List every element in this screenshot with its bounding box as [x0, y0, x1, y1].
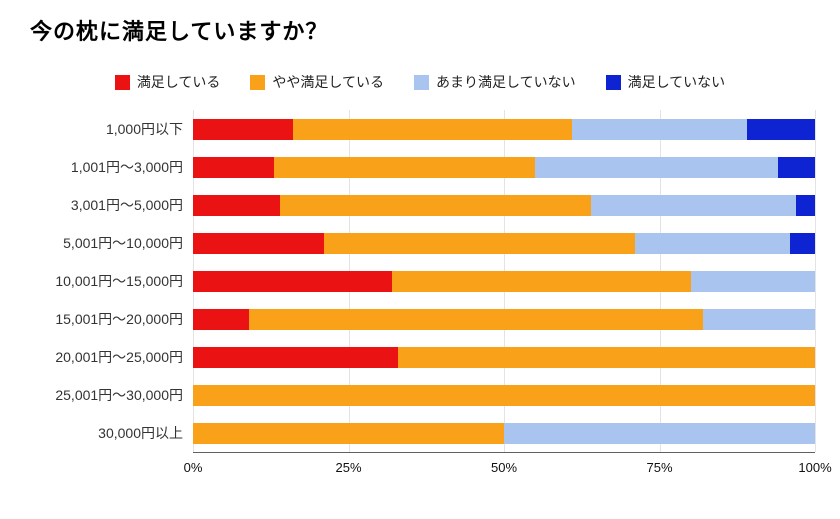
bar-segment — [504, 422, 815, 444]
bar-row — [193, 262, 815, 300]
category-label: 15,001円～20,000円 — [55, 311, 183, 327]
bar-segment — [777, 156, 815, 178]
category-label: 5,001円～10,000円 — [63, 235, 183, 251]
category-label: 30,000円以上 — [98, 425, 183, 441]
chart-area: 1,000円以下 1,001円～3,000円 3,001円～5,000円 5,001円… — [0, 110, 816, 453]
bar-segment — [280, 194, 592, 216]
bar-segment — [591, 194, 797, 216]
legend-swatch-icon — [605, 74, 621, 90]
bar-segment — [746, 118, 815, 140]
bar-segment — [634, 232, 791, 254]
legend-label: 満足している — [136, 74, 221, 90]
category-label: 25,001円～30,000円 — [55, 387, 183, 403]
bar-segment — [323, 232, 635, 254]
legend-item: 満足していない — [605, 72, 726, 92]
x-axis-tick: 100% — [798, 460, 832, 475]
bar-segment — [193, 308, 249, 330]
x-axis-tick: 50% — [490, 460, 518, 475]
bar-row — [193, 300, 815, 338]
bar-segment — [193, 422, 504, 444]
bar-segment — [248, 308, 704, 330]
bar-segment — [292, 118, 573, 140]
bar-segment — [796, 194, 815, 216]
bar-row — [193, 376, 815, 414]
bar-segment — [193, 118, 293, 140]
bar-segment — [193, 346, 399, 368]
bar-segment — [392, 270, 691, 292]
x-axis: 0% 25% 50% 75% 100% — [184, 460, 832, 480]
bar-row — [193, 338, 815, 376]
x-axis-tick: 75% — [646, 460, 673, 475]
bar-row — [193, 110, 815, 148]
legend-label: やや満足している — [272, 74, 384, 90]
bar-segment — [193, 194, 281, 216]
grid-line — [815, 110, 816, 452]
chart-title: 今の枕に満足していますか？ — [30, 19, 329, 44]
legend-item: やや満足している — [250, 72, 384, 92]
bar-segment — [193, 270, 393, 292]
category-label: 20,001円～25,000円 — [55, 349, 183, 365]
bar-segment — [193, 384, 815, 406]
bar-segment — [790, 232, 815, 254]
legend: 満足している やや満足している あまり満足していない 満足していない — [0, 72, 840, 92]
legend-label: あまり満足していない — [436, 74, 576, 90]
bar-segment — [273, 156, 536, 178]
bar-row — [193, 186, 815, 224]
bar-row — [193, 414, 815, 452]
bar-segment — [703, 308, 815, 330]
category-label: 1,000円以下 — [105, 121, 183, 137]
legend-item: あまり満足していない — [414, 72, 576, 92]
bar-row — [193, 224, 815, 262]
legend-item: 満足している — [114, 72, 221, 92]
category-label: 1,001円～3,000円 — [70, 159, 183, 175]
plot-area — [193, 110, 816, 453]
category-labels: 1,000円以下 1,001円～3,000円 3,001円～5,000円 5,001円… — [0, 110, 193, 453]
category-label: 3,001円～5,000円 — [70, 197, 183, 213]
x-axis-tick: 0% — [183, 460, 203, 475]
bar-segment — [535, 156, 778, 178]
bar-segment — [193, 156, 274, 178]
bar-segment — [193, 232, 324, 254]
bar-segment — [398, 346, 815, 368]
bar-row — [193, 148, 815, 186]
x-axis-tick: 25% — [335, 460, 362, 475]
bar-segment — [690, 270, 815, 292]
legend-swatch-icon — [114, 74, 130, 90]
bar-segment — [572, 118, 747, 140]
category-label: 10,001円～15,000円 — [55, 273, 183, 289]
legend-swatch-icon — [250, 74, 266, 90]
legend-swatch-icon — [414, 74, 429, 90]
legend-label: 満足していない — [627, 74, 726, 90]
